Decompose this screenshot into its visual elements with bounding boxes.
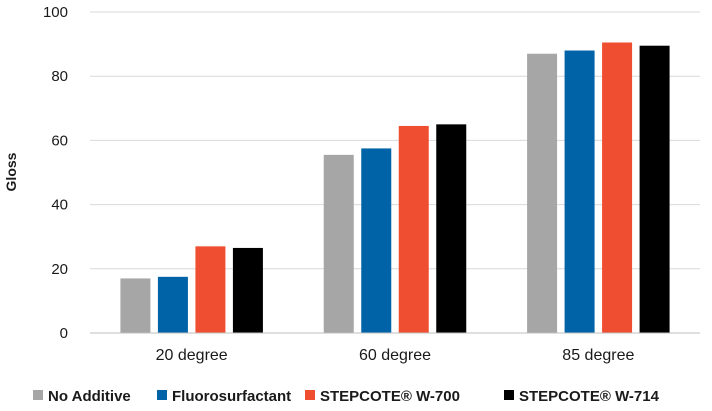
legend-label: STEPCOTE® W-700 bbox=[320, 388, 460, 405]
legend-swatch bbox=[33, 390, 43, 400]
legend-item: Fluorosurfactant bbox=[157, 388, 291, 405]
y-axis-title: Gloss bbox=[3, 152, 19, 191]
bar-fluorosurfactant-85-degree bbox=[564, 50, 595, 334]
legend-label: No Additive bbox=[48, 388, 131, 405]
y-tick-label: 60 bbox=[51, 132, 68, 149]
x-category-label: 60 degree bbox=[359, 347, 431, 364]
legend-swatch bbox=[305, 390, 315, 400]
bar-no-additive-60-degree bbox=[323, 154, 354, 333]
y-tick-label: 20 bbox=[51, 261, 68, 278]
bar-fluorosurfactant-60-degree bbox=[361, 148, 392, 333]
y-tick-label: 40 bbox=[51, 197, 68, 214]
bar-stepcote-w-700-85-degree bbox=[602, 42, 633, 334]
legend-item: No Additive bbox=[33, 388, 131, 405]
bar-stepcote-w-714-20-degree bbox=[232, 247, 263, 333]
y-axis-ticks: 0 20 40 60 80 100 bbox=[43, 4, 68, 342]
legend-item: STEPCOTE® W-714 bbox=[504, 388, 660, 405]
bars bbox=[120, 42, 670, 334]
bar-stepcote-w-714-60-degree bbox=[436, 124, 467, 333]
bar-fluorosurfactant-20-degree bbox=[157, 276, 188, 333]
y-tick-label: 100 bbox=[43, 4, 68, 21]
x-category-label: 20 degree bbox=[156, 347, 228, 364]
y-tick-label: 80 bbox=[51, 68, 68, 85]
legend-label: Fluorosurfactant bbox=[172, 388, 291, 405]
x-axis-categories: 20 degree 60 degree 85 degree bbox=[156, 347, 635, 364]
legend-label: STEPCOTE® W-714 bbox=[519, 388, 660, 405]
bar-stepcote-w-700-60-degree bbox=[398, 125, 429, 333]
bar-no-additive-85-degree bbox=[527, 53, 558, 333]
y-tick-label: 0 bbox=[60, 325, 68, 342]
x-category-label: 85 degree bbox=[562, 347, 634, 364]
bar-stepcote-w-714-85-degree bbox=[639, 45, 670, 334]
gridlines bbox=[90, 11, 700, 270]
legend-swatch bbox=[504, 390, 514, 400]
bar-stepcote-w-700-20-degree bbox=[195, 246, 226, 333]
legend-item: STEPCOTE® W-700 bbox=[305, 388, 460, 405]
bar-no-additive-20-degree bbox=[120, 278, 151, 333]
legend: No Additive Fluorosurfactant STEPCOTE® W-7… bbox=[33, 388, 660, 405]
legend-swatch bbox=[157, 390, 167, 400]
